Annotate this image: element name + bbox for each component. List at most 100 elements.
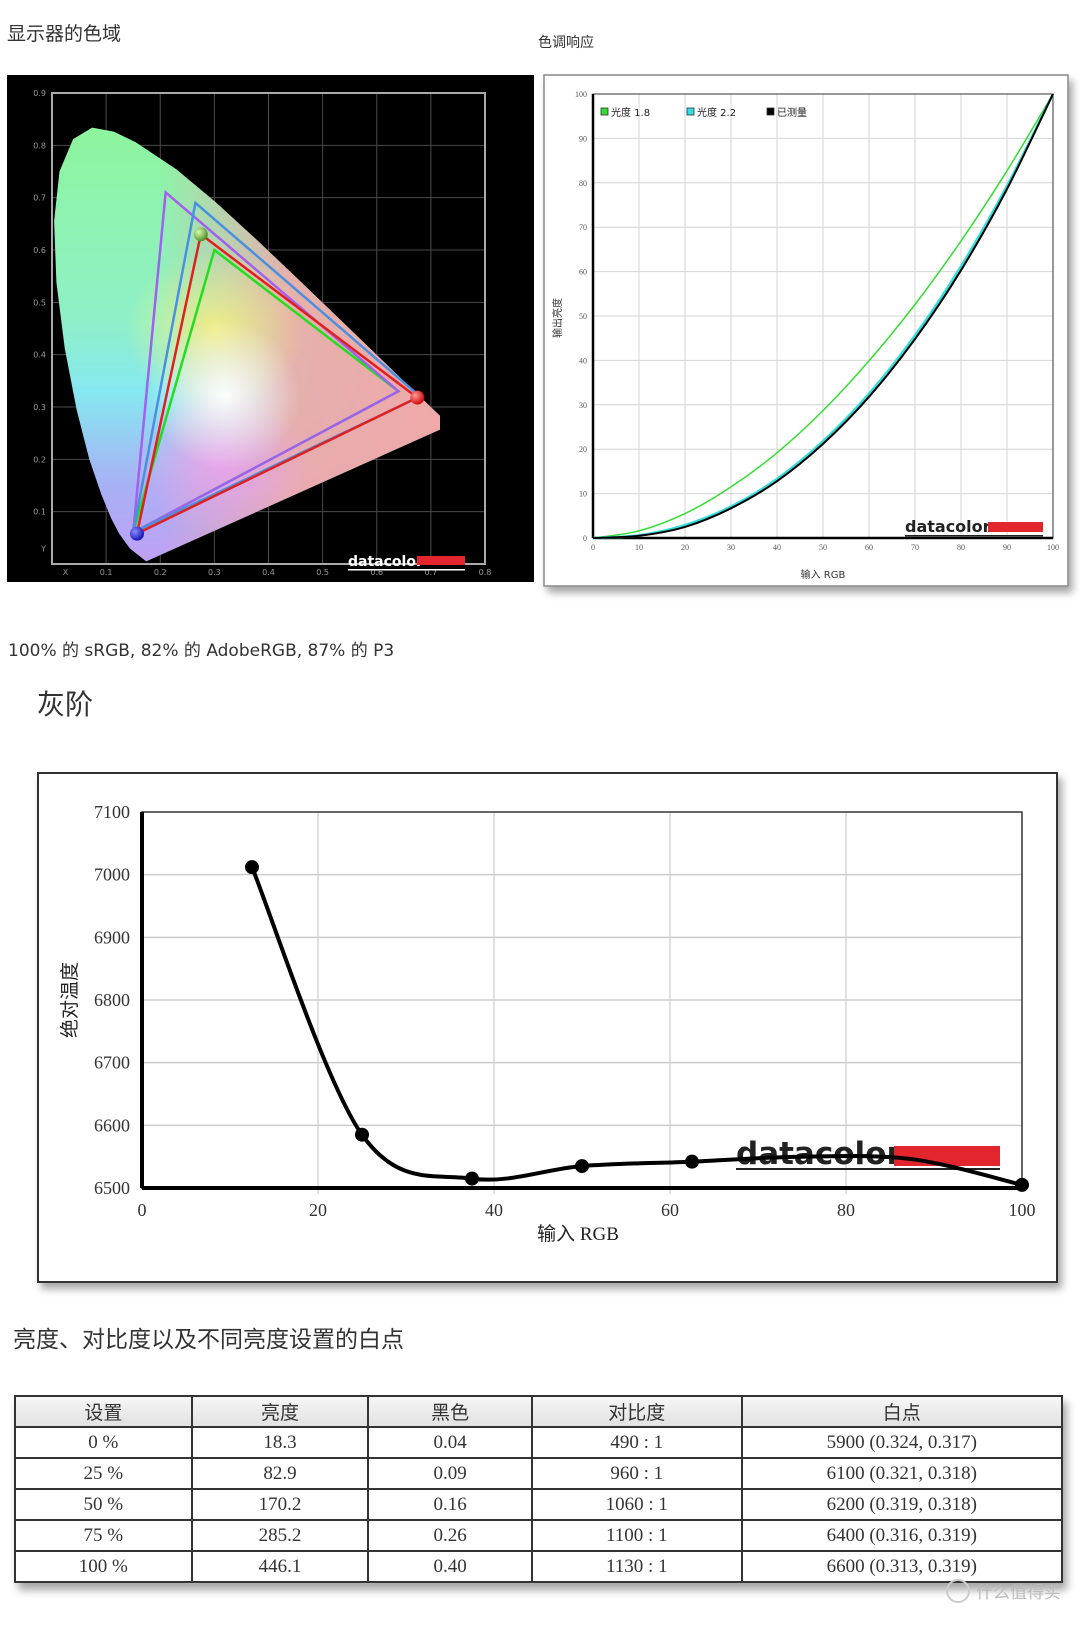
y-tick-label: 6500	[94, 1178, 130, 1198]
y-tick-label: 7000	[94, 865, 130, 885]
data-point	[575, 1159, 589, 1174]
table-cell: 446.1	[190, 1550, 370, 1583]
y-tick-label: 90	[579, 134, 587, 143]
y-tick-label: 30	[579, 401, 587, 410]
x-tick-label: 90	[1003, 543, 1011, 552]
grayscale-tick-labels: 0 20 40 60 80 100 6500 6600 6700 6800 6900 7000 7100	[94, 802, 1036, 1220]
watermark-logo-icon	[946, 1578, 970, 1603]
table-row: 50 % 170.2 0.16 1060 : 1 6200 (0.319, 0.318)	[14, 1488, 1064, 1521]
table-row: 0 % 18.3 0.04 490 : 1 5900 (0.324, 0.317)	[14, 1426, 1064, 1459]
table-cell: 6400 (0.316, 0.319)	[740, 1519, 1064, 1552]
green-primary-point	[193, 227, 208, 242]
gamut-triangle	[135, 232, 420, 536]
x-tick-label: 70	[911, 543, 919, 552]
table-cell: 0.09	[367, 1457, 533, 1490]
gamut-tick-labels: X 0.1 0.2 0.3 0.4 0.5 0.6 0.7 0.8 Y 0.1 0.2 0.3 0.4 0.…	[33, 89, 491, 577]
y-tick-label: 50	[579, 312, 587, 321]
table-cell: 5900 (0.324, 0.317)	[740, 1426, 1064, 1459]
legend-swatch	[600, 107, 609, 116]
table-cell: 170.2	[190, 1488, 370, 1521]
y-tick-label: 6900	[94, 927, 130, 947]
table-cell: 100 %	[14, 1550, 193, 1583]
legend-swatch	[686, 107, 695, 116]
header-white-point: 白点	[740, 1395, 1064, 1428]
gamut-chart: X 0.1 0.2 0.3 0.4 0.5 0.6 0.7 0.8 Y 0.1 0.2 0.3 0.4 0.…	[7, 75, 534, 582]
y-tick-label: 0.7	[33, 194, 46, 203]
table-cell: 75 %	[14, 1519, 193, 1552]
data-point	[1015, 1177, 1029, 1192]
table-cell: 6100 (0.321, 0.318)	[740, 1457, 1064, 1490]
table-cell: 1100 : 1	[531, 1519, 743, 1552]
table-cell: 490 : 1	[531, 1426, 743, 1459]
gamma-grid	[591, 93, 1054, 540]
grayscale-title: 灰阶	[37, 688, 94, 721]
y-tick-label: 100	[575, 90, 587, 99]
table-title: 亮度、对比度以及不同亮度设置的白点	[13, 1327, 404, 1353]
grayscale-x-axis-label: 输入 RGB	[537, 1223, 619, 1245]
table-cell: 50 %	[14, 1488, 193, 1521]
y-tick-label: 0.1	[33, 508, 46, 517]
gamma-curve	[592, 93, 1055, 540]
x-tick-label: 60	[865, 543, 873, 552]
x-tick-label: 10	[635, 543, 643, 552]
table-row: 75 % 285.2 0.26 1100 : 1 6400 (0.316, 0.319)	[14, 1519, 1064, 1552]
x-tick-label: 0.4	[262, 568, 275, 577]
table-cell: 18.3	[190, 1426, 370, 1459]
y-tick-label: Y	[40, 544, 46, 553]
y-tick-label: 0.9	[33, 89, 46, 98]
x-tick-label: 0.3	[208, 568, 221, 577]
header-setting: 设置	[14, 1395, 193, 1428]
legend-swatch	[766, 107, 775, 116]
gamma-legend: 光度 1.8 光度 2.2 已测量	[600, 106, 807, 119]
table-cell: 0.40	[367, 1550, 533, 1583]
header-brightness: 亮度	[190, 1395, 370, 1428]
table-cell: 6200 (0.319, 0.318)	[740, 1488, 1064, 1521]
gamma-y-axis-label: 输出亮度	[551, 298, 564, 338]
gamma-chart: 0 10 20 30 40 50 60 70 80 90 100 0 10 20 30 40 50 60 70 80 9…	[543, 74, 1069, 587]
x-tick-label: 0.8	[479, 568, 492, 577]
x-tick-label: 0.5	[316, 568, 329, 577]
table-cell: 0.04	[367, 1426, 533, 1459]
y-tick-label: 10	[579, 490, 587, 499]
table-cell: 0.26	[367, 1519, 533, 1552]
data-point	[245, 860, 259, 875]
grayscale-chart-frame	[37, 772, 1058, 1283]
x-tick-label: 20	[309, 1200, 327, 1220]
x-tick-label: 0	[138, 1200, 147, 1220]
y-tick-label: 0.6	[33, 246, 46, 255]
x-tick-label: 0.7	[425, 568, 438, 577]
y-tick-label: 0.2	[33, 455, 46, 464]
y-tick-label: 0.5	[33, 298, 46, 307]
watermark-text: 什么值得买	[976, 1583, 1061, 1603]
y-tick-label: 6600	[94, 1115, 130, 1135]
x-tick-label: 20	[681, 543, 689, 552]
y-tick-label: 6700	[94, 1053, 130, 1073]
brightness-contrast-table: 设置 亮度 黑色 对比度 白点 0 % 18.3 0.04 490 : 1 5900 (…	[14, 1395, 1064, 1583]
table-cell: 1130 : 1	[531, 1550, 743, 1583]
x-tick-label: 100	[1009, 1200, 1036, 1220]
watermark: 什么值得买	[946, 1578, 1061, 1603]
table-cell: 25 %	[14, 1457, 193, 1490]
gamma-curve	[592, 93, 1054, 539]
x-tick-label: 100	[1047, 543, 1059, 552]
color-temperature-curve	[250, 866, 1023, 1187]
gamma-tick-labels: 0 10 20 30 40 50 60 70 80 90 100 0 10 20 30 40 50 60 70 80 9…	[575, 90, 1059, 552]
y-tick-label: 80	[579, 179, 587, 188]
red-primary-point	[410, 390, 425, 405]
y-tick-label: 40	[579, 356, 587, 365]
gamma-x-axis-label: 输入 RGB	[801, 568, 846, 581]
x-tick-label: 60	[661, 1200, 679, 1220]
gamut-triangle	[131, 189, 401, 535]
plot-frame	[51, 92, 486, 565]
table-cell: 1060 : 1	[531, 1488, 743, 1521]
y-tick-label: 20	[579, 445, 587, 454]
datacolor-logo-text: datacolor	[905, 517, 991, 536]
y-tick-label: 0.8	[33, 141, 46, 150]
x-tick-label: 0.6	[370, 568, 383, 577]
y-tick-label: 6800	[94, 990, 130, 1010]
x-tick-label: 40	[485, 1200, 503, 1220]
table-cell: 960 : 1	[531, 1457, 743, 1490]
x-tick-label: 0.1	[100, 568, 113, 577]
y-tick-label: 7100	[94, 802, 130, 822]
